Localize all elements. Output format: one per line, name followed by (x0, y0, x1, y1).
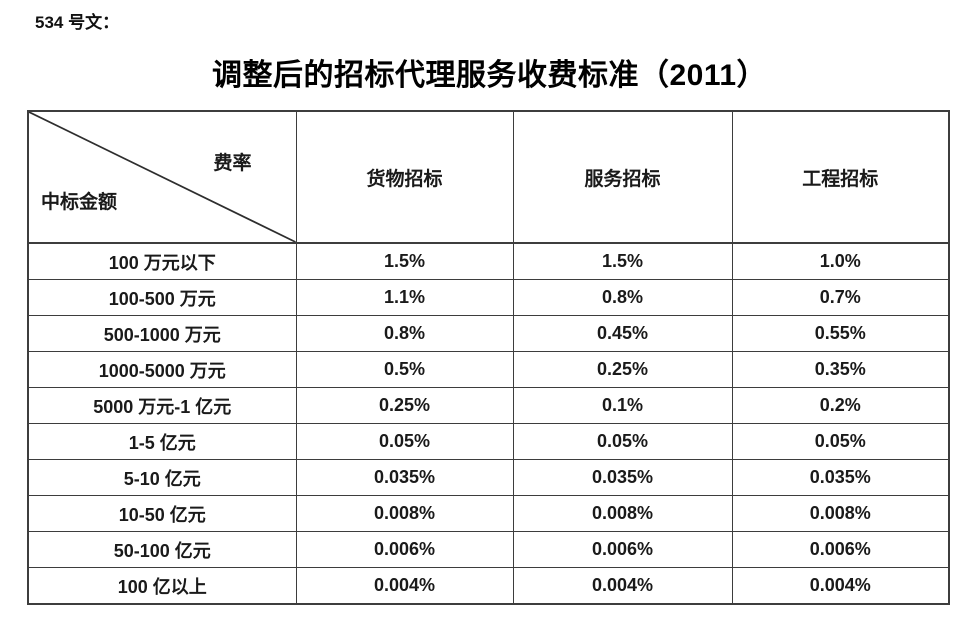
table-row: 50-100 亿元 0.006% 0.006% 0.006% (27, 531, 950, 568)
page-title: 调整后的招标代理服务收费标准（2011） (211, 59, 768, 92)
fee-value: 0.35% (731, 351, 950, 388)
fee-value: 0.25% (295, 387, 514, 424)
fee-value: 0.05% (512, 423, 733, 460)
corner-label-amount: 中标金额 (41, 192, 118, 213)
column-header-goods: 货物招标 (295, 110, 514, 244)
fee-value: 0.008% (512, 495, 733, 532)
fee-value: 0.5% (295, 351, 514, 388)
row-label: 500-1000 万元 (27, 315, 297, 352)
fee-value: 0.05% (731, 423, 950, 460)
row-label: 100 万元以下 (27, 242, 297, 280)
fee-value: 0.004% (731, 567, 950, 605)
column-header-engineering: 工程招标 (731, 110, 950, 244)
fee-value: 1.5% (295, 242, 514, 280)
table-row: 1-5 亿元 0.05% 0.05% 0.05% (27, 423, 950, 460)
fee-value: 0.45% (512, 315, 733, 352)
fee-value: 0.004% (295, 567, 514, 605)
corner-label-rate: 费率 (213, 153, 252, 174)
table-row: 100 亿以上 0.004% 0.004% 0.004% (27, 567, 950, 605)
table-row: 500-1000 万元 0.8% 0.45% 0.55% (27, 315, 950, 352)
row-label: 1-5 亿元 (27, 423, 297, 460)
row-label: 100-500 万元 (27, 279, 297, 316)
header-row: 费率 中标金额 货物招标 服务招标 工程招标 (27, 110, 950, 244)
fee-value: 0.006% (731, 531, 950, 568)
fee-value: 1.1% (295, 279, 514, 316)
fee-value: 0.7% (731, 279, 950, 316)
table-row: 100 万元以下 1.5% 1.5% 1.0% (27, 242, 950, 280)
table-row: 5-10 亿元 0.035% 0.035% 0.035% (27, 459, 950, 496)
fee-value: 0.035% (295, 459, 514, 496)
row-label: 5-10 亿元 (27, 459, 297, 496)
fee-value: 0.006% (295, 531, 514, 568)
fee-value: 0.008% (731, 495, 950, 532)
fee-value: 1.0% (731, 242, 950, 280)
row-label: 1000-5000 万元 (27, 351, 297, 388)
row-label: 5000 万元-1 亿元 (27, 387, 297, 424)
table-row: 1000-5000 万元 0.5% 0.25% 0.35% (27, 351, 950, 388)
fee-value: 1.5% (512, 242, 733, 280)
row-label: 10-50 亿元 (27, 495, 297, 532)
fee-value: 0.006% (512, 531, 733, 568)
table-row: 100-500 万元 1.1% 0.8% 0.7% (27, 279, 950, 316)
fee-value: 0.8% (295, 315, 514, 352)
doc-ref: 534 号文： (35, 13, 120, 32)
row-label: 50-100 亿元 (27, 531, 297, 568)
row-label: 100 亿以上 (27, 567, 297, 605)
fee-value: 0.035% (512, 459, 733, 496)
fee-value: 0.25% (512, 351, 733, 388)
fee-table: 费率 中标金额 货物招标 服务招标 工程招标 100 万元以下 1.5% 1.5… (27, 110, 950, 605)
table-row: 5000 万元-1 亿元 0.25% 0.1% 0.2% (27, 387, 950, 424)
fee-value: 0.8% (512, 279, 733, 316)
diagonal-line (29, 112, 296, 242)
fee-value: 0.2% (731, 387, 950, 424)
corner-cell: 费率 中标金额 (27, 110, 297, 244)
fee-value: 0.035% (731, 459, 950, 496)
fee-value: 0.004% (512, 567, 733, 605)
column-header-services: 服务招标 (512, 110, 733, 244)
table-row: 10-50 亿元 0.008% 0.008% 0.008% (27, 495, 950, 532)
fee-value: 0.05% (295, 423, 514, 460)
fee-value: 0.1% (512, 387, 733, 424)
fee-value: 0.55% (731, 315, 950, 352)
fee-value: 0.008% (295, 495, 514, 532)
